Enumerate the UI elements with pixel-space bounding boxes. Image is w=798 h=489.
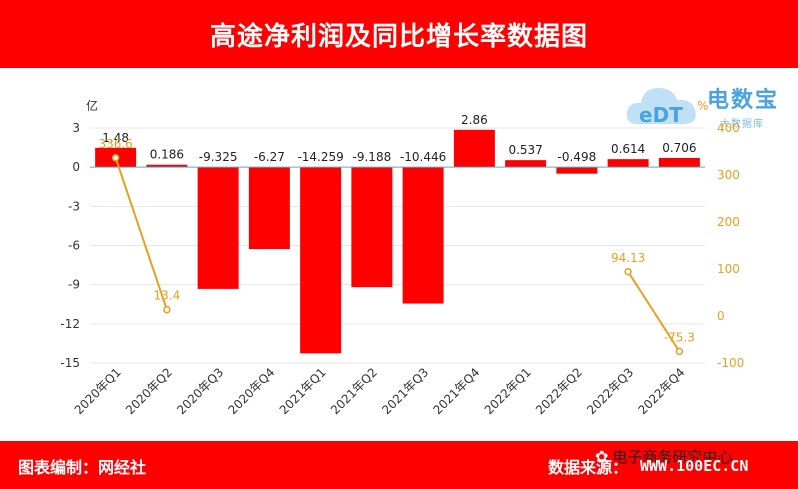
logo-main-text: 电数宝 <box>707 88 780 113</box>
bar <box>146 164 188 168</box>
bar-value-label: -6.27 <box>254 150 285 164</box>
left-tick-label: -9 <box>68 278 80 292</box>
wechat-watermark: ✿ 电子商务研究中心 <box>595 446 732 467</box>
growth-value-label: 13.4 <box>154 289 181 303</box>
growth-point <box>163 305 171 314</box>
right-axis-unit: % <box>697 99 708 113</box>
brand-logo: eDT 电数宝 大数据库 <box>625 78 795 134</box>
left-tick-label: 3 <box>72 121 80 135</box>
chart-area: 3 0 -3 -6 -9 -12 -15 亿 400 300 200 100 0 -100% 1.48 0… <box>60 98 744 417</box>
category-label: 2020年Q1 <box>72 365 124 417</box>
bar-value-label: 0.186 <box>150 148 184 162</box>
left-tick-label: -3 <box>68 199 80 213</box>
left-tick-label: -6 <box>68 239 80 253</box>
logo-mark: eDT <box>639 103 683 127</box>
bar <box>248 167 290 250</box>
growth-point <box>111 154 120 162</box>
growth-value-label: 336.6 <box>98 137 132 151</box>
watermark-url: WWW.100EC.CN <box>640 457 749 475</box>
left-tick-label: -15 <box>60 356 80 370</box>
category-label: 2022年Q4 <box>635 365 687 417</box>
right-tick-label: 0 <box>717 309 725 323</box>
left-tick-label: -12 <box>60 317 80 331</box>
left-axis: 3 0 -3 -6 -9 -12 -15 亿 <box>60 98 98 370</box>
category-label: 2021年Q1 <box>277 365 329 417</box>
bar-value-label: -10.446 <box>400 150 446 164</box>
right-tick-label: 400 <box>717 121 740 135</box>
growth-value-label: 94.13 <box>611 251 645 265</box>
chart-header: 高途净利润及同比增长率数据图 <box>0 0 798 68</box>
bar-value-label: 2.86 <box>461 113 488 127</box>
logo-sub-text: 大数据库 <box>720 119 764 130</box>
right-tick-label: -100 <box>717 356 744 370</box>
footer-source: 数据来源： <box>548 458 629 477</box>
growth-line <box>627 271 681 352</box>
bar-value-label: -9.325 <box>199 150 238 164</box>
bar-value-label: -14.259 <box>297 150 343 164</box>
growth-point <box>624 268 632 276</box>
category-label: 2021年Q3 <box>379 365 431 417</box>
bar-value-label: 0.706 <box>662 141 696 155</box>
bar <box>351 167 393 288</box>
bar-value-label: 0.537 <box>508 143 542 157</box>
category-label: 2022年Q3 <box>584 365 636 417</box>
category-label: 2022年Q1 <box>482 365 534 417</box>
bar-series: 1.48 0.186 -9.325 -6.27 -14.259 -9.188 -10.446… <box>95 113 700 354</box>
watermark-text: 电子商务研究中心 <box>612 448 733 466</box>
left-tick-label: 0 <box>72 160 80 174</box>
category-label: 2021年Q2 <box>328 365 380 417</box>
bar <box>607 159 649 168</box>
chart-footer: 图表编制：网经社 数据来源： <box>0 441 798 489</box>
gridlines <box>90 127 705 364</box>
bar <box>505 160 547 168</box>
growth-line <box>114 157 168 311</box>
growth-value-label: -75.3 <box>664 330 695 344</box>
bar <box>453 129 495 168</box>
bar-value-label: -9.188 <box>353 150 392 164</box>
bar <box>197 167 239 289</box>
left-axis-unit: 亿 <box>86 98 98 113</box>
footer-compiler: 图表编制：网经社 <box>18 458 147 477</box>
category-label: 2020年Q4 <box>225 365 277 417</box>
cloud-logo-icon: eDT <box>626 88 696 127</box>
right-tick-label: 200 <box>717 215 740 229</box>
chart-title: 高途净利润及同比增长率数据图 <box>209 21 588 52</box>
bar-value-label: 1.48 <box>102 131 129 145</box>
line-series: 336.6 13.4 94.13 -75.3 <box>98 137 695 356</box>
bar <box>402 167 444 304</box>
category-label: 2020年Q2 <box>123 365 175 417</box>
category-label: 2020年Q3 <box>174 365 226 417</box>
bar-value-label: 0.614 <box>611 142 645 156</box>
bar <box>300 167 342 354</box>
category-label: 2022年Q2 <box>533 365 585 417</box>
bar <box>658 157 700 168</box>
right-tick-label: 100 <box>717 262 740 276</box>
right-axis: 400 300 200 100 0 -100% <box>697 99 744 370</box>
category-label: 2021年Q4 <box>430 365 482 417</box>
bar-value-label: -0.498 <box>558 150 597 164</box>
wechat-icon: ✿ <box>595 447 609 466</box>
bar <box>556 167 598 174</box>
category-labels: 2020年Q1 2020年Q2 2020年Q3 2020年Q4 2021年Q1 2021年… <box>72 365 688 417</box>
right-tick-label: 300 <box>717 168 740 182</box>
growth-point <box>675 347 684 356</box>
